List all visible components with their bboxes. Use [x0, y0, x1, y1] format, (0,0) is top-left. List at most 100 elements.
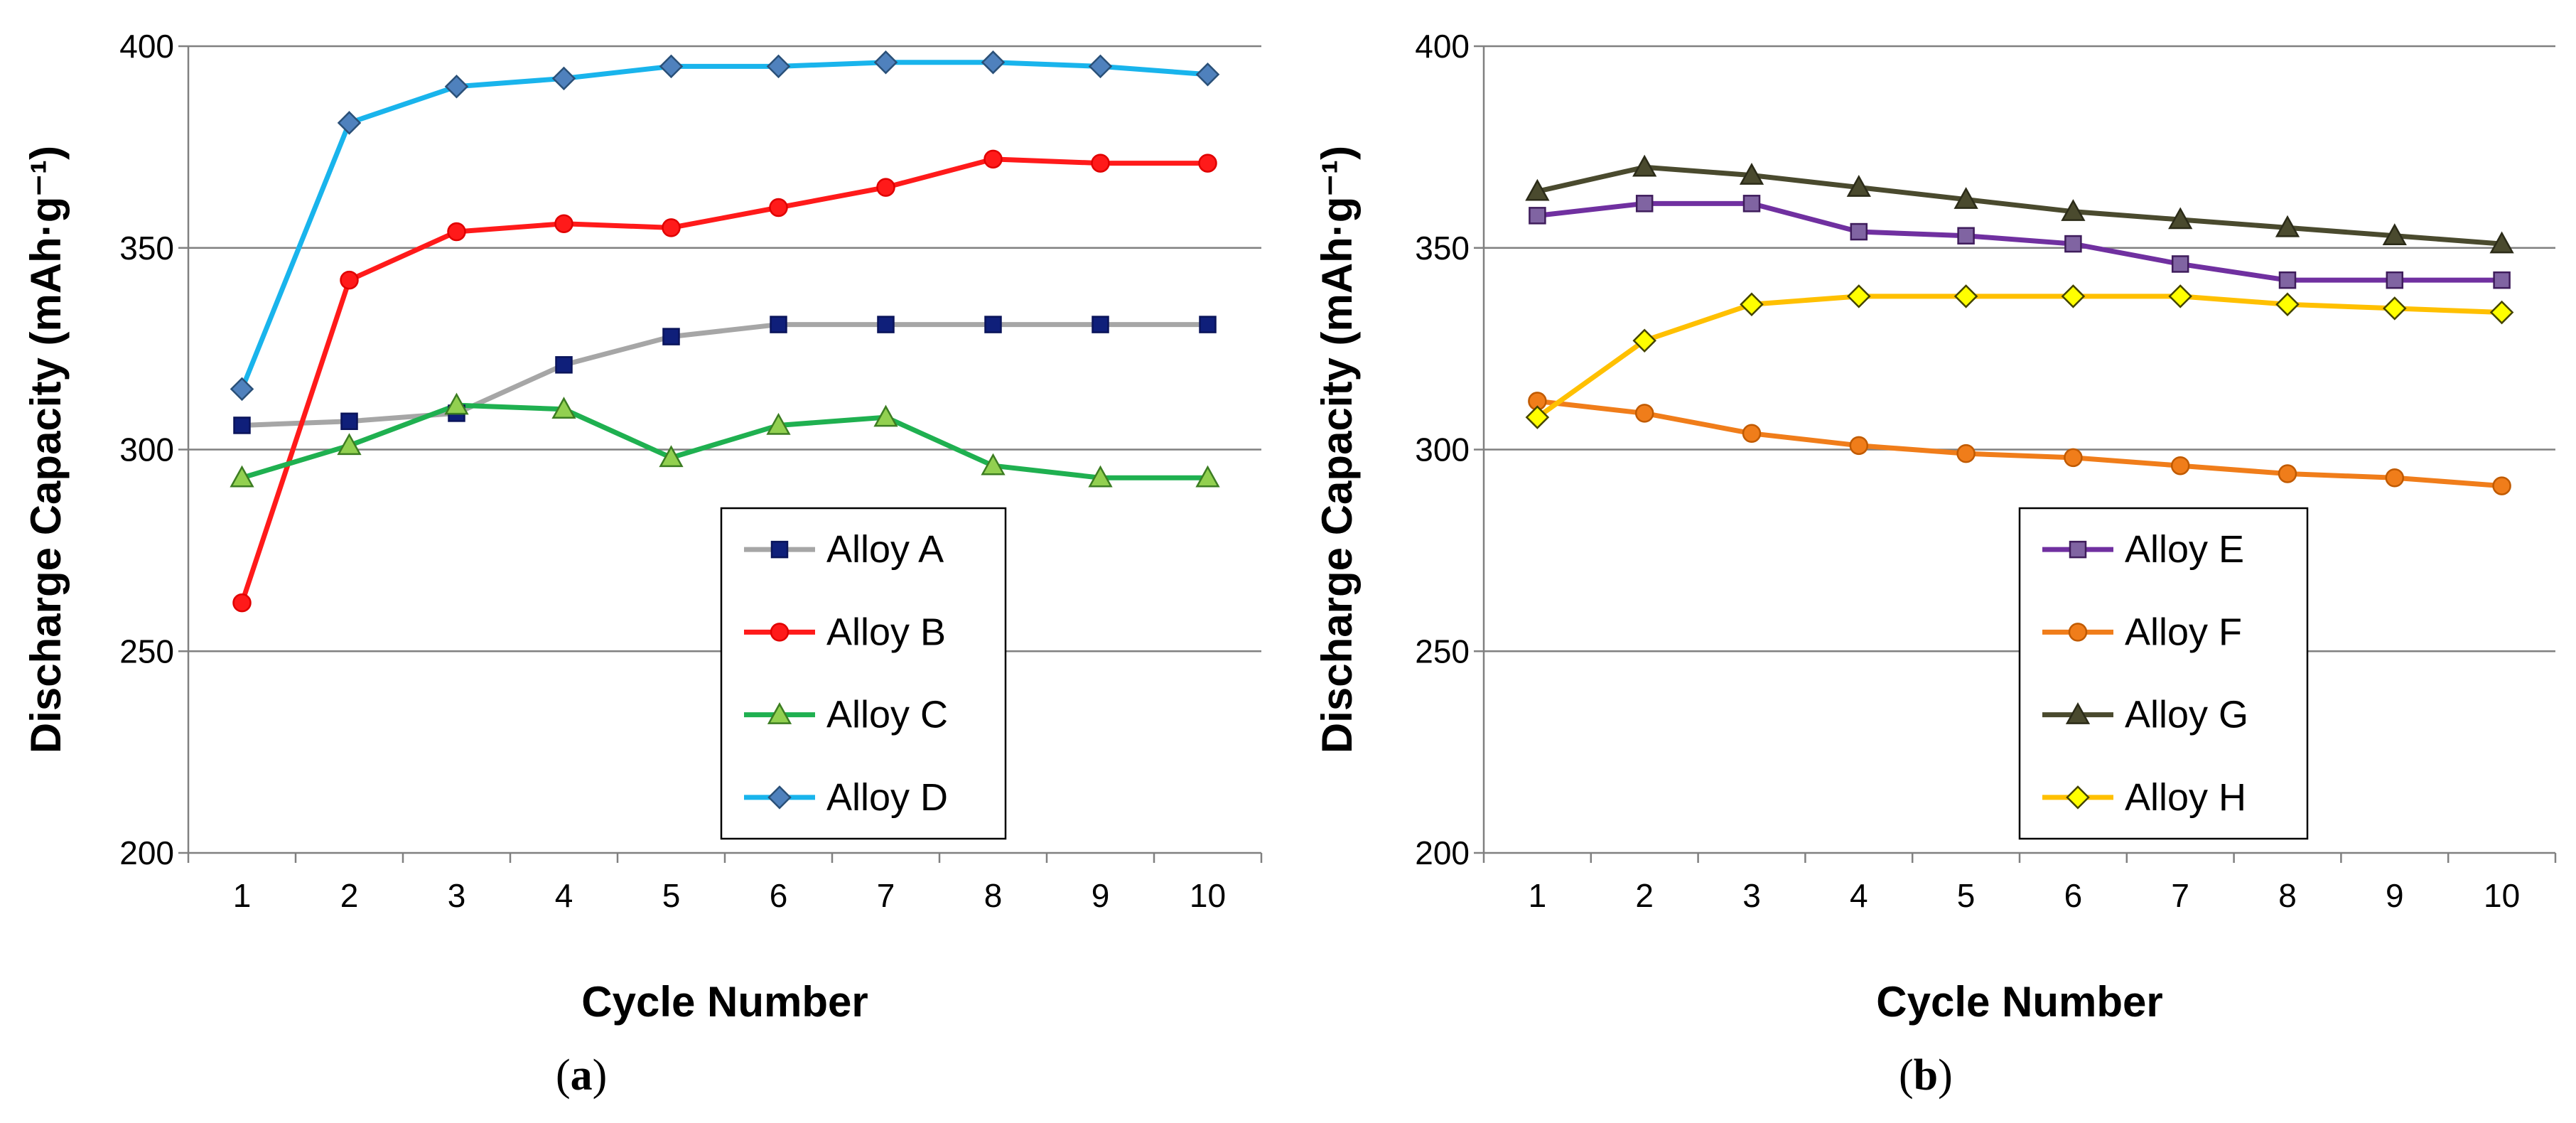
data-point — [1740, 292, 1764, 316]
legend-label: Alloy F — [2125, 611, 2242, 653]
data-point — [1847, 284, 1871, 308]
data-point — [1957, 227, 1975, 245]
data-point — [984, 316, 1002, 333]
data-point — [659, 54, 684, 79]
data-point — [766, 54, 791, 79]
x-tick-label: 4 — [1850, 877, 1868, 914]
y-tick-label: 350 — [1415, 230, 1470, 267]
data-point — [2171, 255, 2189, 273]
data-point — [1632, 154, 1657, 177]
data-point — [337, 433, 362, 456]
data-point — [2492, 476, 2511, 495]
data-point — [1953, 187, 1978, 209]
legend-marker — [767, 785, 792, 810]
data-point — [2489, 300, 2514, 325]
data-point — [2170, 456, 2190, 475]
legend-box — [720, 507, 1007, 840]
data-point — [233, 417, 251, 434]
series-line-alloy-c — [241, 402, 1208, 480]
data-point — [1088, 465, 1113, 488]
y-tick-label: 400 — [1415, 28, 1470, 65]
series-line-alloy-b — [239, 156, 1208, 604]
data-point — [1529, 207, 1546, 225]
data-point — [1956, 444, 1976, 463]
series-line-alloy-g — [1536, 164, 2502, 247]
panel-label-b: (b) — [1899, 1051, 1953, 1100]
legend-marker — [767, 702, 792, 724]
chart-panel-b: 200 250 300 350 400 1 2 3 4 5 6 7 8 9 10 Cycle Number Di… — [1313, 28, 2557, 1026]
x-tick-label: 4 — [555, 877, 573, 914]
data-point — [769, 198, 788, 217]
data-point — [1846, 175, 1871, 197]
x-axis-title: Cycle Number — [1876, 978, 2162, 1026]
legend-marker — [2068, 623, 2088, 642]
data-point — [232, 593, 252, 613]
data-point — [2061, 199, 2086, 221]
x-tick-label: 1 — [1529, 877, 1547, 914]
data-point — [2493, 271, 2511, 289]
data-point — [873, 404, 898, 427]
data-point — [659, 445, 684, 468]
data-point — [662, 328, 680, 345]
data-point — [770, 316, 787, 333]
y-tick-label: 250 — [1415, 633, 1470, 670]
data-point — [2168, 207, 2193, 230]
data-point — [444, 74, 469, 99]
data-point — [1742, 424, 1762, 444]
data-point — [2275, 215, 2300, 237]
data-point — [555, 356, 573, 374]
data-point — [981, 50, 1006, 75]
data-point — [444, 392, 469, 415]
x-tick-label: 8 — [984, 877, 1003, 914]
data-point — [2275, 292, 2300, 316]
data-point — [1849, 436, 1869, 456]
legend: Alloy E Alloy F Alloy G Alloy H — [2018, 507, 2309, 840]
legend-marker — [770, 623, 789, 642]
series-line-alloy-a — [242, 322, 1208, 428]
x-tick-label: 6 — [770, 877, 788, 914]
y-tick-label: 200 — [1415, 834, 1470, 871]
data-point — [554, 214, 573, 233]
x-tick-label: 5 — [662, 877, 681, 914]
y-tick-label: 250 — [119, 633, 174, 670]
data-point — [1195, 465, 1220, 488]
x-tick-label: 1 — [233, 877, 252, 914]
data-point — [2278, 464, 2297, 483]
data-point — [2064, 235, 2082, 253]
legend-marker — [2065, 702, 2091, 724]
data-point — [2278, 271, 2297, 289]
data-point — [873, 50, 898, 75]
y-tick-label: 200 — [119, 834, 174, 871]
y-axis-title: Discharge Capacity (mAh·g⁻¹) — [1313, 146, 1361, 753]
data-point — [1195, 62, 1220, 87]
x-tick-label: 2 — [1635, 877, 1654, 914]
data-point — [1953, 284, 1978, 308]
x-tick-label: 3 — [448, 877, 466, 914]
data-point — [1525, 405, 1550, 429]
series-line-alloy-h — [1536, 294, 2502, 419]
data-point — [2382, 223, 2407, 245]
data-point — [340, 412, 358, 431]
data-point — [1635, 195, 1654, 213]
data-point — [876, 178, 895, 197]
data-point — [1199, 316, 1217, 333]
legend-marker — [2066, 785, 2090, 810]
x-tick-label: 2 — [340, 877, 359, 914]
data-point — [340, 270, 359, 290]
legend-marker — [2069, 540, 2087, 559]
x-tick-label: 3 — [1742, 877, 1761, 914]
data-point — [2489, 231, 2514, 254]
data-point — [1525, 178, 1550, 201]
x-tick-label: 10 — [2484, 877, 2520, 914]
panel-label-a: (a) — [556, 1051, 608, 1100]
x-tick-label: 7 — [877, 877, 895, 914]
data-point — [983, 149, 1003, 169]
data-point — [2061, 284, 2086, 308]
data-point — [877, 316, 895, 333]
y-tick-label: 400 — [119, 28, 174, 65]
data-point — [447, 222, 466, 242]
x-axis-title: Cycle Number — [581, 978, 868, 1026]
legend-box — [2018, 507, 2309, 840]
y-tick-label: 300 — [1415, 431, 1470, 468]
data-point — [2168, 284, 2192, 308]
